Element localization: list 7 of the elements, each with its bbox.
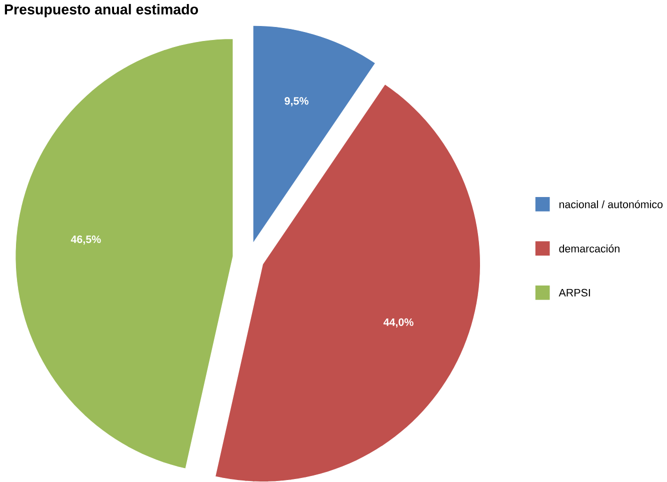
data-label: 46,5%	[70, 235, 101, 245]
legend-label: nacional / autonómico	[559, 200, 663, 208]
chart-title: Presupuesto anual estimado	[4, 4, 198, 18]
legend-label: ARPSI	[558, 288, 590, 296]
data-label: 44,0%	[383, 318, 414, 328]
legend-label: demarcación	[559, 244, 620, 252]
data-label: 9,5%	[284, 97, 308, 106]
